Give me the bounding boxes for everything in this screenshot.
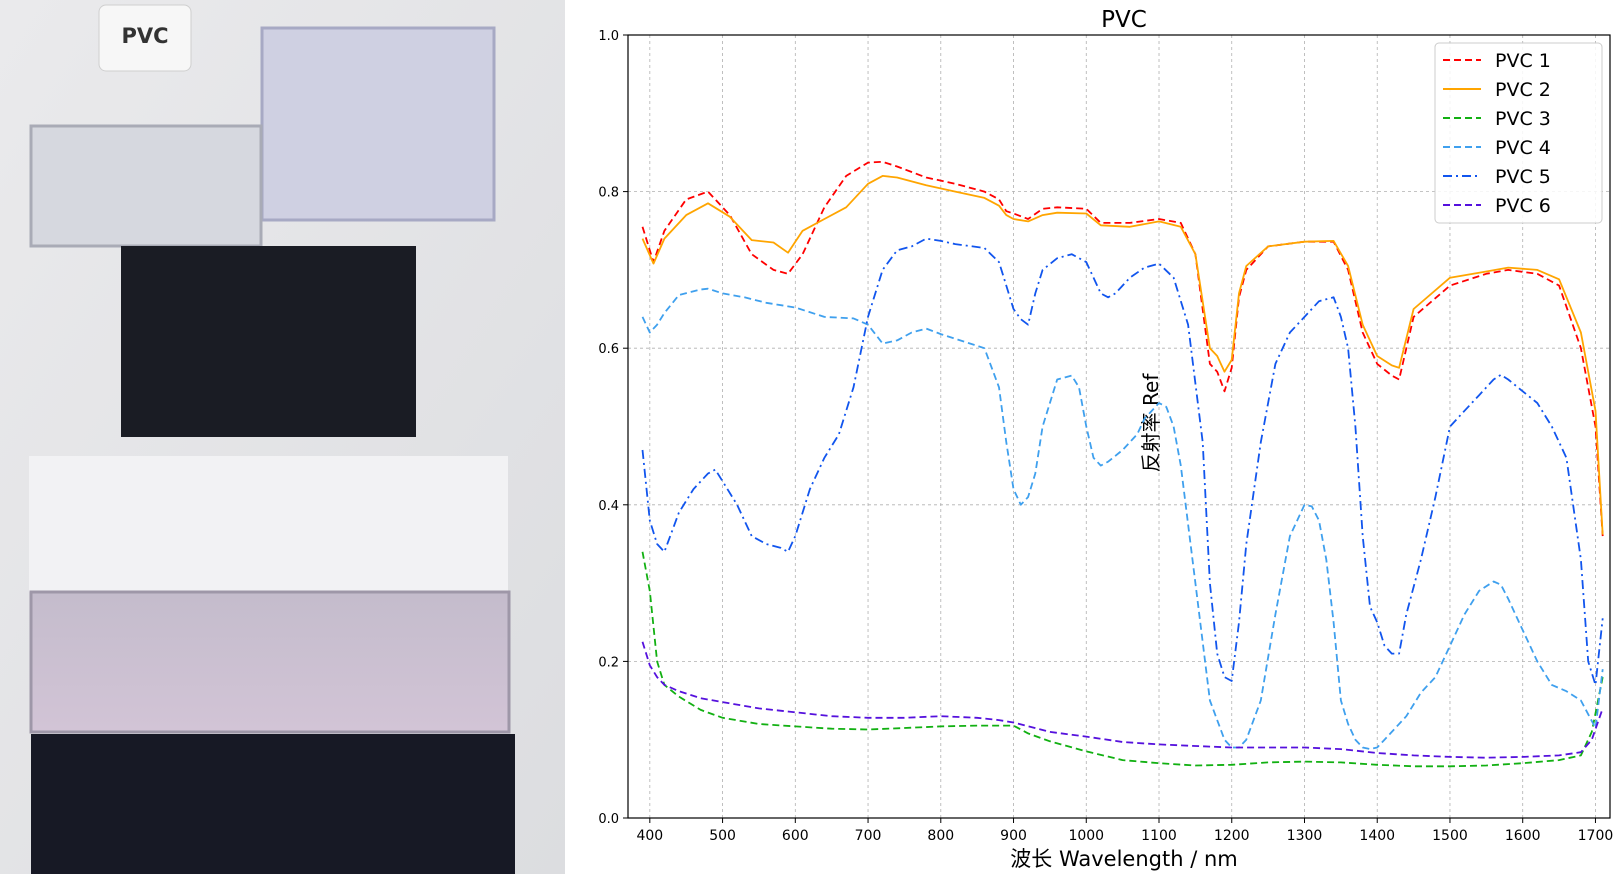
x-tick-label: 600 xyxy=(782,828,809,844)
legend-label: PVC 5 xyxy=(1495,166,1551,188)
series-line-pvc-6 xyxy=(641,641,1604,759)
series-line-pvc-4 xyxy=(641,287,1604,750)
legend-label: PVC 6 xyxy=(1495,195,1551,217)
legend-label: PVC 2 xyxy=(1495,79,1551,101)
x-tick-label: 1000 xyxy=(1068,828,1104,844)
sample-photo: PVC xyxy=(0,0,565,874)
legend-label: PVC 1 xyxy=(1495,50,1551,72)
sample-black-bottom xyxy=(31,734,515,874)
plot-frame xyxy=(627,34,1611,819)
chart-title: PVC xyxy=(1101,7,1147,33)
sample-purple xyxy=(29,590,511,734)
sample-clear-grey xyxy=(29,124,263,248)
y-tick-label: 1.0 xyxy=(598,29,619,44)
series-line-pvc-3 xyxy=(641,551,1604,768)
legend: PVC 1 PVC 2 PVC 3 PVC 4 PVC 5 PVC 6 xyxy=(1434,42,1603,224)
legend-label: PVC 4 xyxy=(1495,137,1551,159)
x-axis-label: 波长 Wavelength / nm xyxy=(1010,847,1237,871)
sample-lavender xyxy=(260,26,496,222)
y-tick-label: 0.4 xyxy=(598,499,619,514)
y-tick-label: 0.0 xyxy=(598,812,619,827)
x-tick-label: 1400 xyxy=(1359,828,1395,844)
series-line-pvc-1 xyxy=(641,160,1604,537)
x-tick-label: 1200 xyxy=(1214,828,1250,844)
reflectance-chart: PVC 反射率 Ref 波长 Wavelength / nm 400 500 600… xyxy=(565,0,1614,874)
series-line-pvc-5 xyxy=(641,237,1604,686)
x-tick-label: 400 xyxy=(636,828,663,844)
x-tick-label: 1500 xyxy=(1432,828,1468,844)
pvc-label-text: PVC xyxy=(121,24,168,48)
pvc-label-card: PVC xyxy=(98,4,192,72)
series-lines xyxy=(641,160,1604,768)
y-tick-label: 0.6 xyxy=(598,342,619,357)
series-line-pvc-2 xyxy=(641,174,1604,535)
legend-label: PVC 3 xyxy=(1495,108,1551,130)
y-tick-label: 0.2 xyxy=(598,655,619,670)
x-tick-label: 1700 xyxy=(1578,828,1614,844)
x-tick-label: 800 xyxy=(927,828,954,844)
y-tick-label: 0.8 xyxy=(598,186,619,201)
sample-white xyxy=(29,456,508,592)
x-tick-label: 500 xyxy=(709,828,736,844)
sample-black xyxy=(121,246,416,437)
axis-ticks: 400 500 600 700 800 900 1000 1100 1200 1300 1400 15… xyxy=(598,29,1613,844)
x-tick-label: 1600 xyxy=(1505,828,1541,844)
x-tick-label: 1300 xyxy=(1287,828,1323,844)
x-tick-label: 900 xyxy=(1000,828,1027,844)
x-tick-label: 1100 xyxy=(1141,828,1177,844)
x-tick-label: 700 xyxy=(855,828,882,844)
